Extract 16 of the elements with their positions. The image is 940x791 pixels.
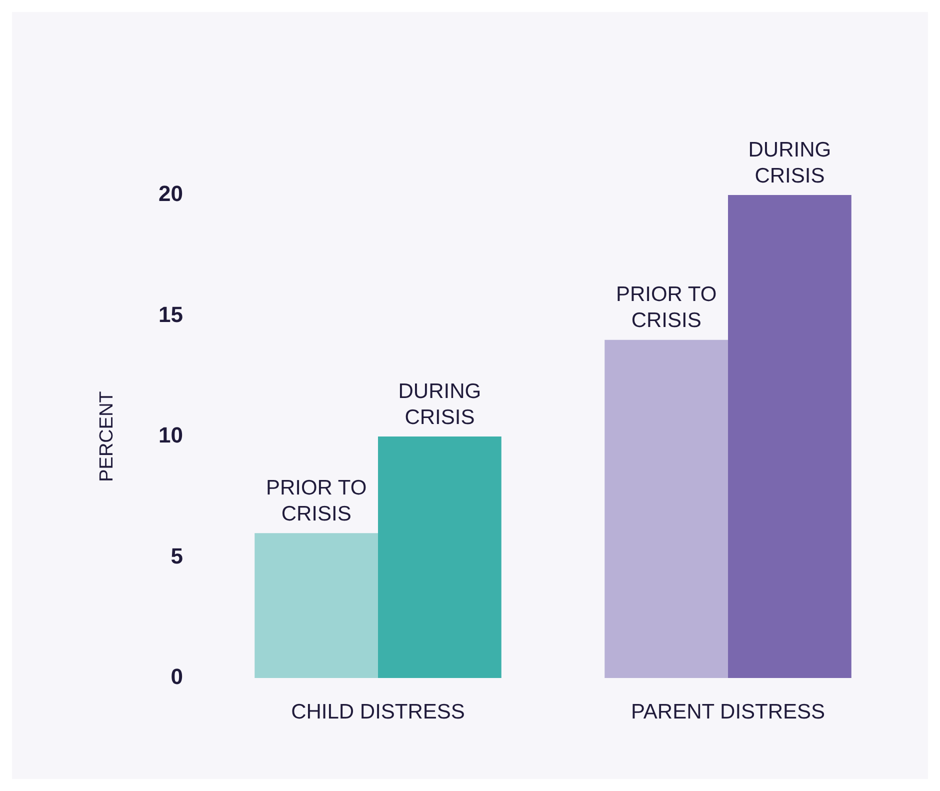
y-tick-label: 20 (158, 181, 183, 206)
x-tick-label: CHILD DISTRESS (291, 700, 465, 724)
y-tick-label: 15 (158, 302, 183, 327)
y-tick-label: 10 (158, 422, 183, 448)
y-tick-label: 5 (170, 543, 183, 568)
y-tick-label: 0 (170, 664, 183, 690)
bar (728, 195, 852, 678)
series-label: DURING CRISIS (398, 380, 482, 429)
text: DURING CRISIS (748, 138, 832, 188)
bar (604, 340, 728, 678)
text: PRIOR TO CRISIS (266, 476, 367, 526)
x-tick-label: PARENT DISTRESS (630, 700, 826, 724)
y-axis-title: PERCENT (96, 390, 118, 482)
bar (378, 436, 502, 678)
bar (254, 533, 378, 678)
series-label: PRIOR TO CRISIS (616, 283, 717, 332)
